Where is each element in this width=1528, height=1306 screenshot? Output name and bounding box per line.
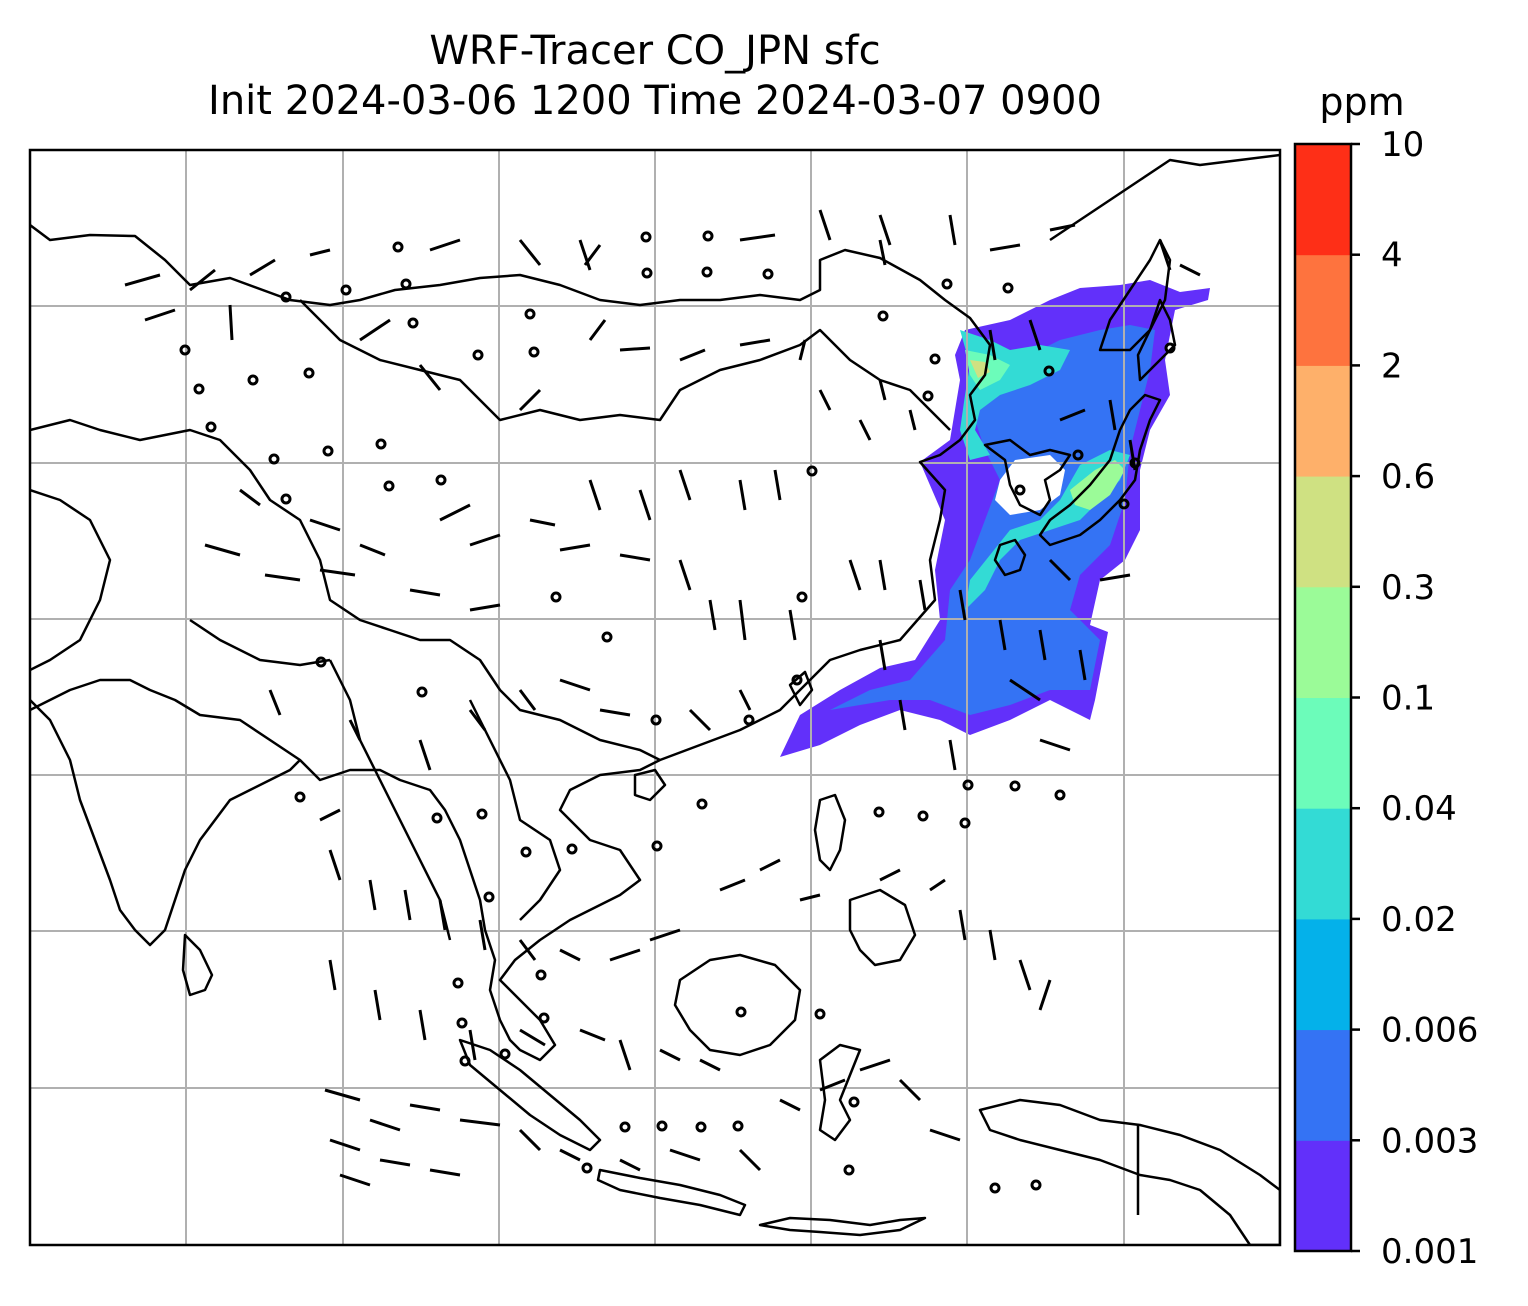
coast-asia-mainland — [30, 224, 992, 1062]
japan-kyushu — [993, 538, 1027, 577]
island-lesser-sunda — [758, 1216, 927, 1237]
title-line-2: Init 2024-03-06 1200 Time 2024-03-07 090… — [208, 78, 1102, 124]
island-luzon — [813, 793, 847, 872]
island-new-guinea — [978, 1098, 1280, 1245]
border-myanmar — [328, 659, 452, 941]
coastlines — [30, 153, 1280, 1245]
island-borneo — [673, 953, 802, 1057]
border-mongolia — [299, 299, 951, 431]
coast-india — [30, 699, 301, 947]
tracer-plume — [780, 280, 1210, 757]
figure-title: WRF-Tracer CO_JPN sfc Init 2024-03-06 12… — [30, 26, 1280, 126]
map-frame — [28, 148, 1282, 1247]
border-pakistan — [30, 488, 112, 672]
border-indochina — [468, 699, 562, 921]
plume-level-2 — [830, 325, 1155, 715]
border-china-central — [30, 418, 661, 762]
plume-gap — [995, 455, 1065, 515]
japan-hokkaido — [1136, 298, 1177, 382]
title-line-1: WRF-Tracer CO_JPN sfc — [429, 28, 881, 74]
island-mindanao — [848, 888, 917, 967]
coast-korea — [983, 438, 1072, 517]
island-sulawesi — [818, 1043, 862, 1142]
coast-russia-far-east — [1049, 153, 1280, 242]
calm-markers — [179, 230, 1176, 1194]
coast-sakhalin — [1098, 238, 1172, 352]
japan-honshu — [1038, 393, 1162, 547]
island-hainan — [633, 768, 667, 802]
island-java — [596, 1168, 747, 1217]
border-india-nepal — [189, 618, 331, 667]
island-sri-lanka — [181, 933, 214, 997]
wind-barbs — [124, 209, 1201, 1187]
plume-level-6 — [1070, 460, 1125, 510]
gridlines — [30, 150, 1280, 1245]
island-sumatra — [458, 1038, 602, 1152]
